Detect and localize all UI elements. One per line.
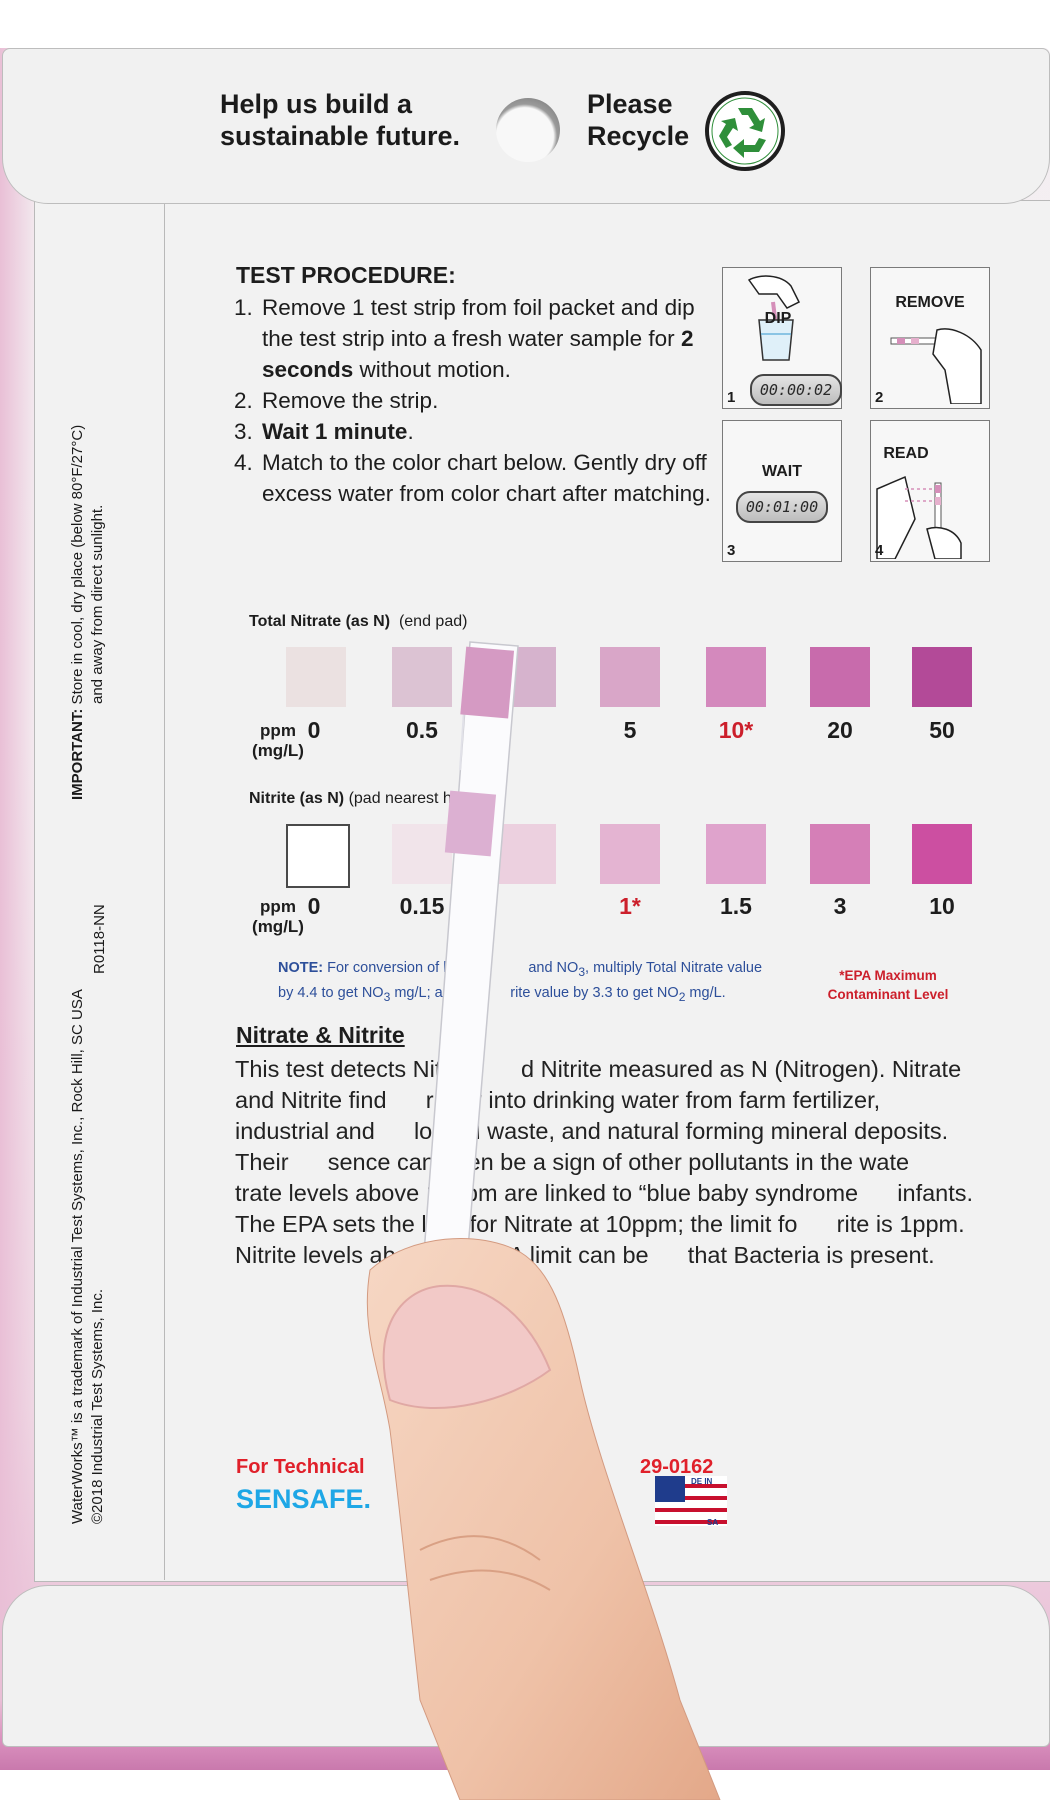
nitrite_chart-value: 1*	[619, 893, 641, 919]
product-code: R0118-NN	[91, 904, 108, 974]
step-panel-remove: REMOVE 2	[870, 267, 990, 409]
nitrate_chart-swatch	[706, 647, 766, 707]
dip-timer: 00:00:02	[750, 374, 842, 406]
trademark-line-2: ©2018 Industrial Test Systems, Inc.	[89, 1288, 106, 1524]
test-strip	[421, 641, 519, 1286]
procedure-title: TEST PROCEDURE:	[236, 262, 456, 288]
nitrite_chart-value: 0.15	[399, 893, 445, 919]
nitrate_chart-swatch	[286, 647, 346, 707]
nitrate_chart-swatch	[912, 647, 972, 707]
nitrate_chart-value: 10*	[718, 717, 754, 743]
recycle-icon	[705, 91, 785, 171]
website-link[interactable]: SENSAFE.	[236, 1484, 372, 1514]
trademark-note: WaterWorks™ is a trademark of Industrial…	[68, 989, 108, 1524]
finger	[366, 1238, 721, 1800]
nitrite-unit: ppm (mg/L)	[252, 897, 304, 936]
panel-number: 3	[727, 542, 736, 559]
nitrite_chart-value: 0	[307, 893, 321, 919]
section-title: Nitrate & Nitrite	[236, 1022, 405, 1048]
procedure-step: 1. Remove 1 test strip from foil packet …	[234, 295, 695, 382]
step-panel-read: READ 4	[870, 420, 990, 562]
nitrate_chart-swatch	[810, 647, 870, 707]
remove-illustration	[890, 328, 982, 404]
nitrite_chart-swatch	[496, 824, 556, 884]
procedure-steps: 1. Remove 1 test strip from foil packet …	[234, 292, 724, 509]
side-divider	[164, 200, 165, 1580]
flag-text-bottom: SA	[707, 1518, 718, 1526]
procedure-step: 4. Match to the color chart below. Gentl…	[234, 450, 711, 506]
nitrite_chart-value: 1.5	[720, 893, 752, 919]
trademark-line-1: WaterWorks™ is a trademark of Industrial…	[69, 989, 86, 1524]
nitrate-chart-title: Total Nitrate (as N) (end pad)	[249, 613, 468, 630]
storage-line-1: Store in cool, dry place (below 80°F/27°…	[69, 424, 86, 705]
nitrite_chart-swatch	[810, 824, 870, 884]
storage-note: IMPORTANT: Store in cool, dry place (bel…	[68, 425, 108, 800]
panel-number: 1	[727, 389, 736, 406]
fingernail	[382, 1284, 552, 1410]
made-in-usa-flag-icon: DE IN SA	[655, 1476, 727, 1526]
step-panel-wait: WAIT 00:01:00 3	[722, 420, 842, 562]
nitrite_chart-swatch	[600, 824, 660, 884]
dip-illustration	[747, 275, 801, 361]
nitrite_chart-swatch	[286, 824, 350, 888]
panel-number: 4	[875, 542, 884, 559]
tech-support-text: For Technical	[236, 1456, 365, 1478]
nitrate_chart-value: 50	[929, 717, 955, 743]
epa-note: *EPA Maximum Contaminant Level	[827, 968, 949, 1002]
card-edge-tint	[0, 48, 40, 1748]
nitrate_chart-value: 5	[623, 717, 637, 743]
wait-label: WAIT	[762, 463, 802, 480]
nitrite_chart-swatch	[706, 824, 766, 884]
please-recycle-text: Please Recycle	[587, 89, 690, 151]
storage-line-2: and away from direct sunlight.	[89, 504, 106, 704]
remove-label: REMOVE	[895, 294, 965, 311]
hang-hole	[496, 98, 560, 162]
step-panel-dip: DIP 00:00:02 1	[722, 267, 842, 409]
dip-label: DIP	[764, 310, 792, 327]
phone-fragment: 29-0162	[640, 1456, 714, 1478]
nitrite_chart-swatch	[392, 824, 452, 884]
read-illustration	[876, 475, 962, 559]
nitrate_chart-value: 20	[827, 717, 853, 743]
nitrate-unit: ppm (mg/L)	[252, 721, 304, 760]
flag-text-top: DE IN	[691, 1477, 713, 1486]
wait-timer: 00:01:00	[736, 491, 828, 523]
nitrate_chart-value: 0	[307, 717, 321, 743]
procedure-step: 3. Wait 1 minute.	[234, 419, 414, 444]
procedure-step: 2. Remove the strip.	[234, 388, 439, 413]
nitrate_chart-swatch	[600, 647, 660, 707]
nitrite_chart-value: 10	[929, 893, 955, 919]
conversion-note: NOTE: For conversion of levels t and NO3,…	[278, 960, 763, 1004]
nitrite_chart-swatch	[912, 824, 972, 884]
nitrate_chart-value: 0.5	[406, 717, 438, 743]
strip-end-pad	[460, 646, 515, 719]
nitrate_chart-swatch	[392, 647, 452, 707]
sustainable-future-text: Help us build a sustainable future.	[220, 89, 461, 151]
nitrite_chart-value: 3	[833, 893, 847, 919]
panel-number: 2	[875, 389, 884, 406]
strip-nitrite-pad	[444, 790, 497, 857]
important-label: IMPORTANT:	[69, 708, 86, 800]
read-label: READ	[883, 445, 929, 462]
